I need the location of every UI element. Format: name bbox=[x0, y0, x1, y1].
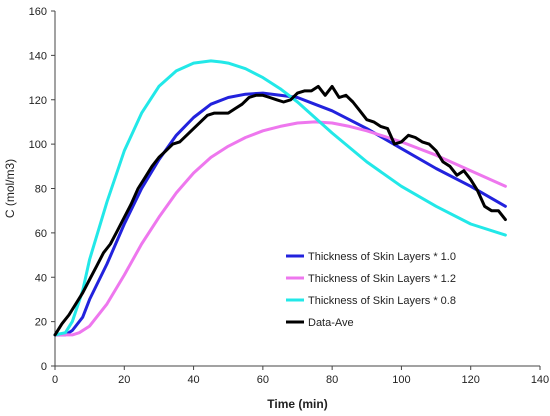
x-tick-label: 100 bbox=[392, 374, 410, 386]
y-tick-label: 80 bbox=[35, 184, 47, 196]
x-tick-label: 40 bbox=[187, 374, 199, 386]
y-tick-label: 20 bbox=[35, 317, 47, 329]
x-tick-label: 140 bbox=[531, 374, 549, 386]
legend-label: Thickness of Skin Layers * 1.2 bbox=[308, 273, 456, 285]
y-tick-label: 140 bbox=[29, 50, 47, 62]
legend-label: Data-Ave bbox=[308, 317, 354, 329]
y-tick-label: 40 bbox=[35, 272, 47, 284]
x-axis-title: Time (min) bbox=[267, 397, 327, 411]
legend: Thickness of Skin Layers * 1.0 Thickness … bbox=[286, 251, 456, 329]
y-tick-label: 160 bbox=[29, 6, 47, 18]
x-tick-label: 20 bbox=[118, 374, 130, 386]
series-lines bbox=[53, 59, 507, 337]
series-line-4 bbox=[53, 84, 507, 337]
x-tick-label: 0 bbox=[52, 374, 58, 386]
series-line-3 bbox=[53, 59, 507, 337]
series-line-2 bbox=[53, 120, 507, 337]
legend-label: Thickness of Skin Layers * 0.8 bbox=[308, 295, 456, 307]
legend-label: Thickness of Skin Layers * 1.0 bbox=[308, 251, 456, 263]
y-axis-title: C (mol/m3) bbox=[3, 159, 17, 218]
x-tick-label: 60 bbox=[257, 374, 269, 386]
y-tick-label: 100 bbox=[29, 139, 47, 151]
x-tick-label: 80 bbox=[326, 374, 338, 386]
x-tick-label: 120 bbox=[462, 374, 480, 386]
axes: 0 20 40 60 80 100 120 140 0 20 40 60 80 100 120 140 160 bbox=[29, 6, 550, 386]
y-tick-label: 120 bbox=[29, 95, 47, 107]
y-tick-label: 60 bbox=[35, 228, 47, 240]
y-tick-label: 0 bbox=[41, 361, 47, 373]
